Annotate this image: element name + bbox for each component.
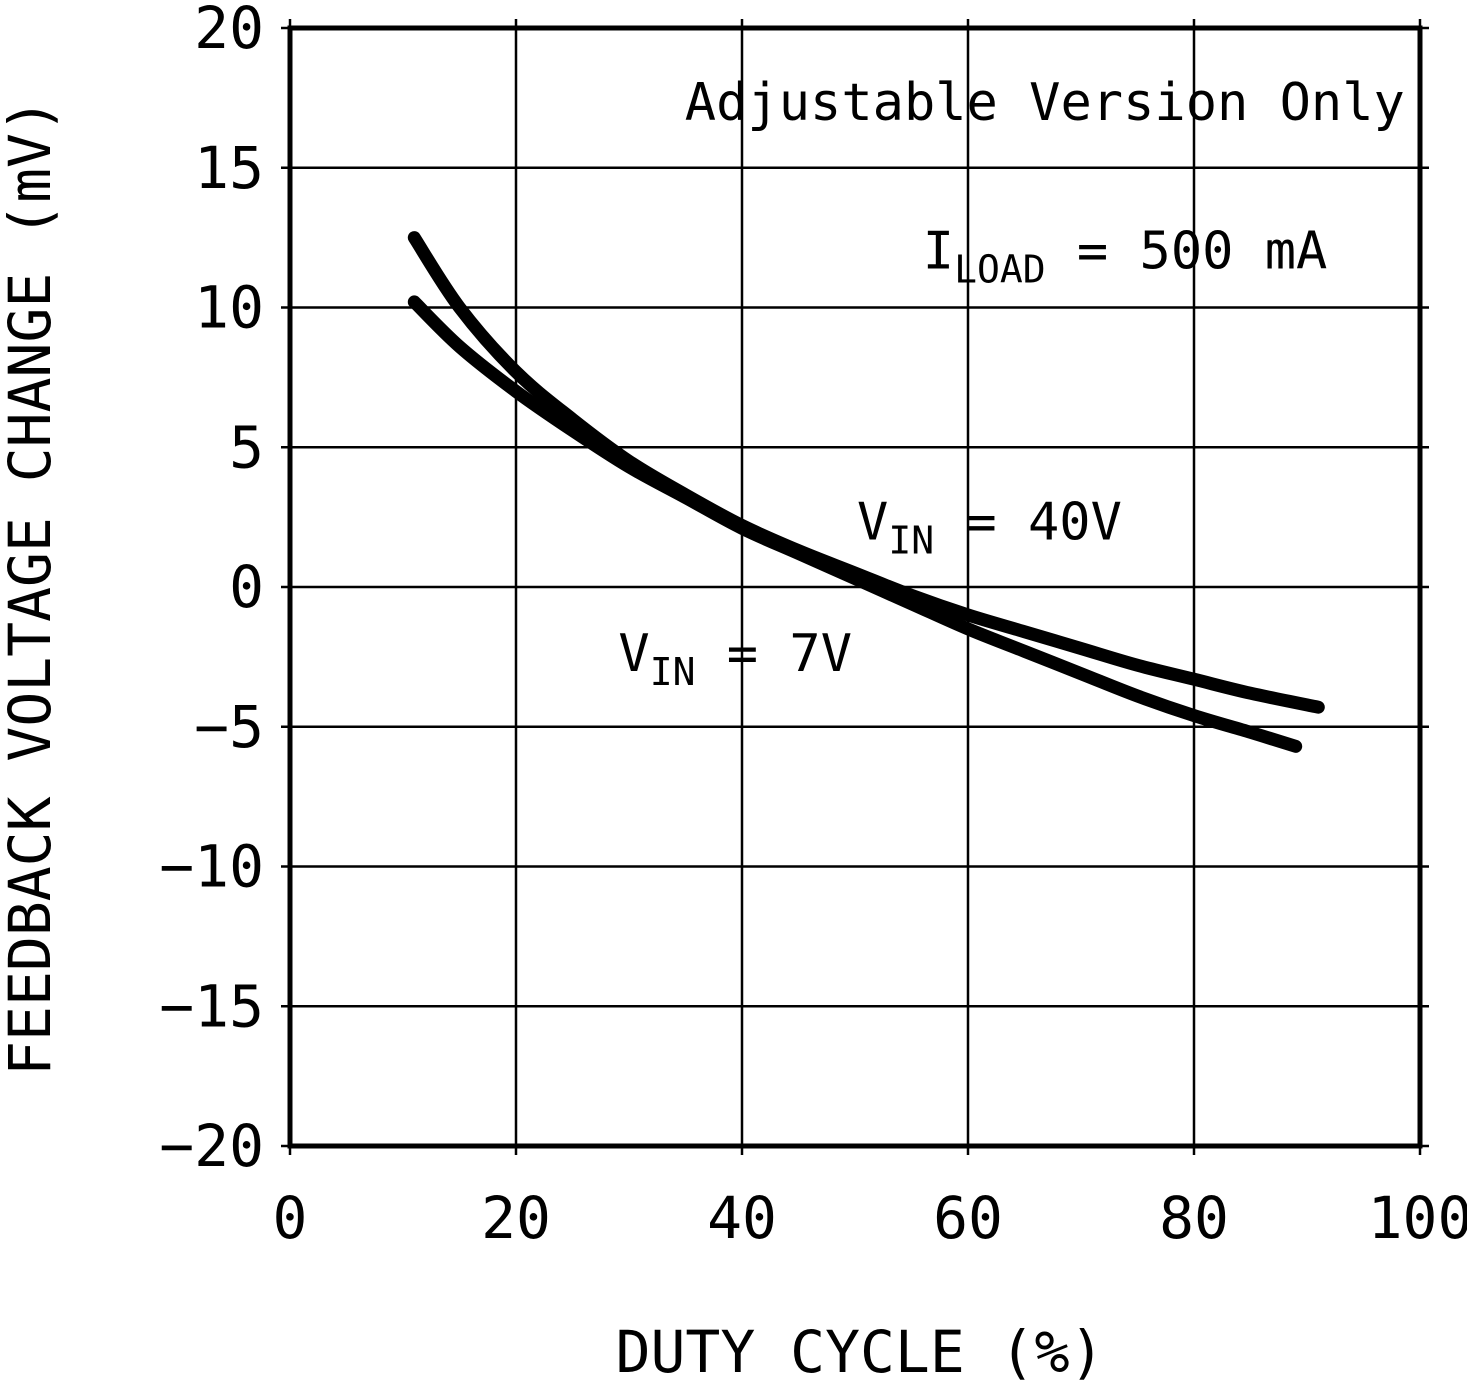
y-tick-label: −20: [159, 1112, 264, 1180]
y-tick-label: 10: [194, 274, 264, 342]
y-tick-label: −10: [159, 833, 264, 901]
series-vin-7v: [407, 295, 1303, 753]
adjustable-version-note: Adjustable Version Only: [685, 73, 1405, 133]
x-tick-label: 60: [933, 1184, 1003, 1252]
x-tick-label: 40: [707, 1184, 777, 1252]
vin-7v-label: VIN = 7V: [618, 624, 852, 694]
x-tick-label: 0: [273, 1184, 308, 1252]
y-tick-label: 20: [194, 0, 264, 62]
y-tick-label: 15: [194, 134, 264, 202]
x-axis-title: DUTY CYCLE (%): [616, 1318, 1105, 1386]
x-tick-label: 20: [481, 1184, 551, 1252]
series-curves: [407, 231, 1325, 753]
x-tick-label: 100: [1368, 1184, 1467, 1252]
y-axis-title: FEEDBACK VOLTAGE CHANGE (mV): [0, 98, 64, 1076]
x-tick-label: 80: [1159, 1184, 1229, 1252]
grid-lines: [290, 28, 1420, 1146]
y-tick-labels: −20 −15 −10 −5 0 5 10 15 20: [159, 0, 264, 1180]
y-tick-label: 0: [229, 553, 264, 621]
y-tick-label: −15: [159, 972, 264, 1040]
plot-border: [287, 25, 1423, 1149]
x-tick-labels: 0 20 40 60 80 100: [273, 1184, 1467, 1252]
y-tick-label: 5: [229, 413, 264, 481]
y-tick-label: −5: [194, 693, 264, 761]
load-current-note: ILOAD = 500 mA: [923, 221, 1328, 291]
vin-40v-label: VIN = 40V: [857, 492, 1122, 562]
annotations: Adjustable Version Only ILOAD = 500 mA VIN…: [618, 73, 1404, 694]
